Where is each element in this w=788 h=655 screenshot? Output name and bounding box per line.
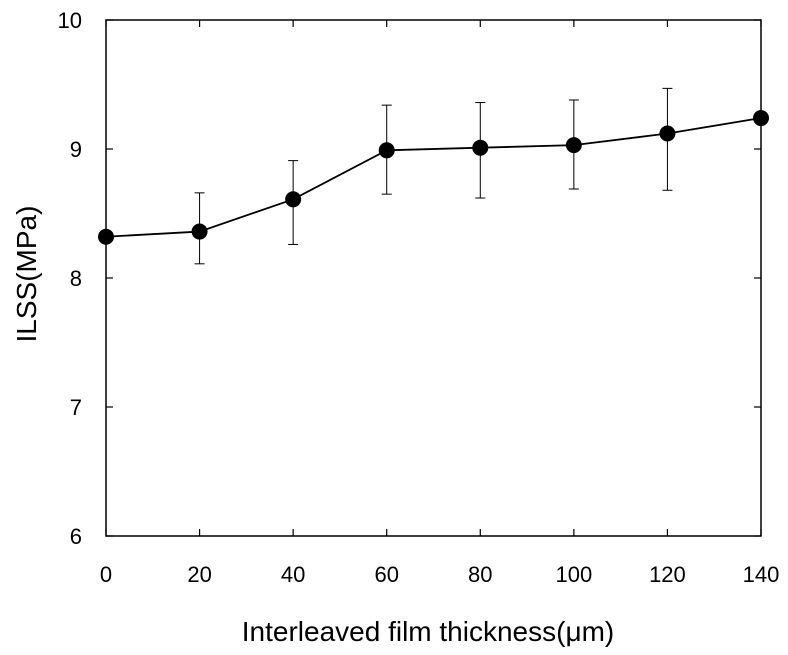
data-point — [753, 110, 769, 127]
data-point — [98, 228, 114, 245]
y-tick-label: 9 — [70, 137, 82, 162]
x-tick-label: 0 — [100, 562, 112, 587]
y-tick-label: 10 — [58, 8, 82, 33]
x-tick-label: 60 — [374, 562, 398, 587]
x-axis-tick-labels: 0 20 40 60 80 100 120 140 — [100, 562, 779, 587]
y-axis-title: ILSS(MPa) — [11, 206, 42, 343]
y-tick-label: 8 — [70, 266, 82, 291]
x-axis-ticks — [105, 20, 762, 536]
y-tick-label: 7 — [70, 395, 82, 420]
data-point — [472, 139, 489, 156]
y-tick-label: 6 — [70, 524, 82, 549]
data-point — [191, 223, 208, 240]
x-tick-label: 100 — [555, 562, 592, 587]
x-tick-label: 120 — [649, 562, 686, 587]
x-axis-title: Interleaved film thickness(μm) — [242, 616, 614, 647]
x-tick-label: 20 — [187, 562, 211, 587]
data-points — [98, 110, 769, 245]
data-point — [285, 191, 302, 208]
data-point — [565, 137, 582, 154]
error-bars — [194, 87, 673, 265]
plot-frame — [105, 19, 762, 537]
y-axis-ticks — [106, 19, 761, 537]
series-line — [105, 117, 762, 238]
data-point — [378, 142, 395, 159]
x-tick-label: 40 — [281, 562, 305, 587]
x-tick-label: 80 — [468, 562, 492, 587]
y-axis-tick-labels: 6 7 8 9 10 — [58, 8, 82, 549]
data-point — [659, 125, 676, 142]
x-tick-label: 140 — [743, 562, 780, 587]
